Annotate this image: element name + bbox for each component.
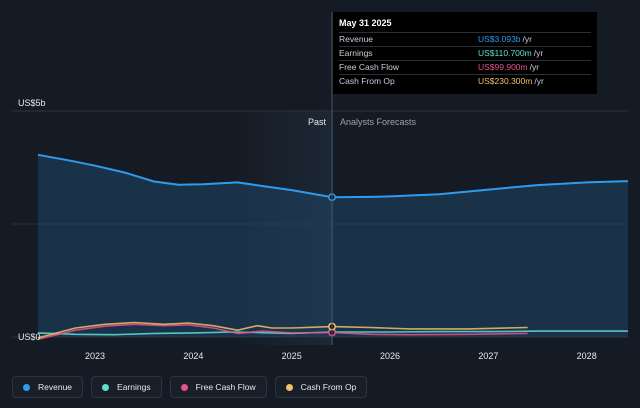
free-cash-flow-dot-icon [180,383,188,391]
revenue-dot-icon [23,383,30,391]
tooltip-row-free-cash-flow: Free Cash Flow US$99.900m /yr [339,60,591,74]
tooltip-row-revenue: Revenue US$3.093b /yr [339,32,591,46]
tooltip-label: Free Cash Flow [339,62,399,72]
tooltip-row-earnings: Earnings US$110.700m /yr [339,46,591,60]
x-tick-label: 2026 [380,351,400,361]
tooltip-value: US$99.900m [478,62,528,72]
free-cash-flow-line [37,323,528,341]
x-tick-label: 2028 [577,351,597,361]
legend-item-cash-from-op[interactable]: Cash From Op [274,376,368,398]
tooltip-value: US$230.300m [478,76,533,86]
y-axis-min-label: US$0 [18,332,41,342]
tooltip-unit: /yr [534,76,544,86]
tooltip-unit: /yr [533,48,544,58]
tooltip-label: Earnings [339,48,373,58]
legend-label: Earnings [117,382,151,392]
past-label: Past [308,117,327,127]
forecast-label: Analysts Forecasts [340,117,417,127]
x-tick-label: 2024 [183,351,203,361]
tooltip-value: US$110.700m [478,48,532,58]
cash-from-op-dot-icon [285,383,293,391]
y-axis-max-label: US$5b [18,98,46,108]
tooltip-row-cash-from-op: Cash From Op US$230.300m /yr [339,74,591,88]
legend-label: Free Cash Flow [195,382,256,392]
legend-item-revenue[interactable]: Revenue [12,376,84,398]
legend-item-free-cash-flow[interactable]: Free Cash Flow [169,376,267,398]
tooltip-label: Cash From Op [339,76,395,86]
tooltip-date: May 31 2025 [339,18,392,28]
earnings-dot-icon [102,383,110,391]
x-tick-label: 2027 [478,351,498,361]
data-tooltip: May 31 2025 Revenue US$3.093b /yr Earnin… [333,12,597,94]
legend-label: Cash From Op [300,382,357,392]
tooltip-unit: /yr [522,34,532,44]
chart-legend: Revenue Earnings Free Cash Flow Cash Fro… [12,376,368,398]
revenue-area [38,154,628,337]
tooltip-label: Revenue [339,34,374,44]
tooltip-unit: /yr [529,62,540,72]
x-tick-label: 2023 [85,351,105,361]
legend-item-earnings[interactable]: Earnings [91,376,162,398]
legend-label: Revenue [38,382,73,392]
cash-from-op-line [37,321,528,339]
revenue-line [37,153,629,199]
x-tick-label: 2025 [282,351,302,361]
tooltip-value: US$3.093b [478,34,521,44]
